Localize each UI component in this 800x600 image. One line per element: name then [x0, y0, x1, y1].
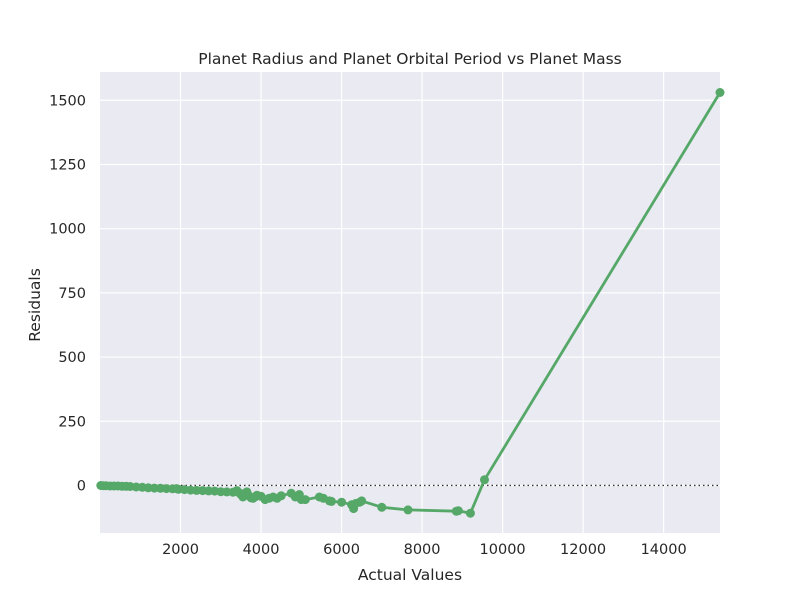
x-tick-label: 12000 [560, 542, 606, 558]
y-tick-label: 0 [77, 478, 86, 494]
y-tick-label: 1000 [49, 222, 86, 238]
x-tick-label: 8000 [404, 542, 441, 558]
y-tick-label: 1250 [49, 157, 86, 173]
data-point [453, 506, 463, 516]
y-tick-label: 250 [58, 414, 86, 430]
data-point [357, 496, 367, 506]
plot-area [100, 72, 720, 533]
data-point [465, 508, 475, 518]
series-group [96, 88, 725, 518]
y-tick-label: 500 [58, 350, 86, 366]
data-point [715, 88, 725, 97]
data-point [337, 497, 347, 507]
data-point [327, 496, 336, 506]
chart-title: Planet Radius and Planet Orbital Period … [198, 50, 622, 68]
data-point [300, 495, 310, 505]
x-tick-label: 4000 [243, 542, 280, 558]
data-point [480, 475, 489, 485]
x-tick-labels: 2000 4000 6000 8000 10000 12000 14000 [162, 542, 687, 558]
x-tick-label: 14000 [641, 542, 687, 558]
y-tick-labels: 0 250 500 750 1000 1250 1500 [49, 93, 86, 494]
x-tick-label: 2000 [162, 542, 199, 558]
y-axis-label: Residuals [26, 268, 44, 342]
grid-lines [100, 72, 720, 533]
data-point [377, 502, 387, 512]
data-point [403, 505, 413, 515]
x-tick-label: 10000 [480, 542, 526, 558]
x-tick-label: 6000 [323, 542, 360, 558]
x-axis-label: Actual Values [358, 566, 462, 584]
data-point [276, 491, 286, 501]
y-tick-label: 750 [58, 286, 86, 302]
y-tick-label: 1500 [49, 93, 86, 109]
